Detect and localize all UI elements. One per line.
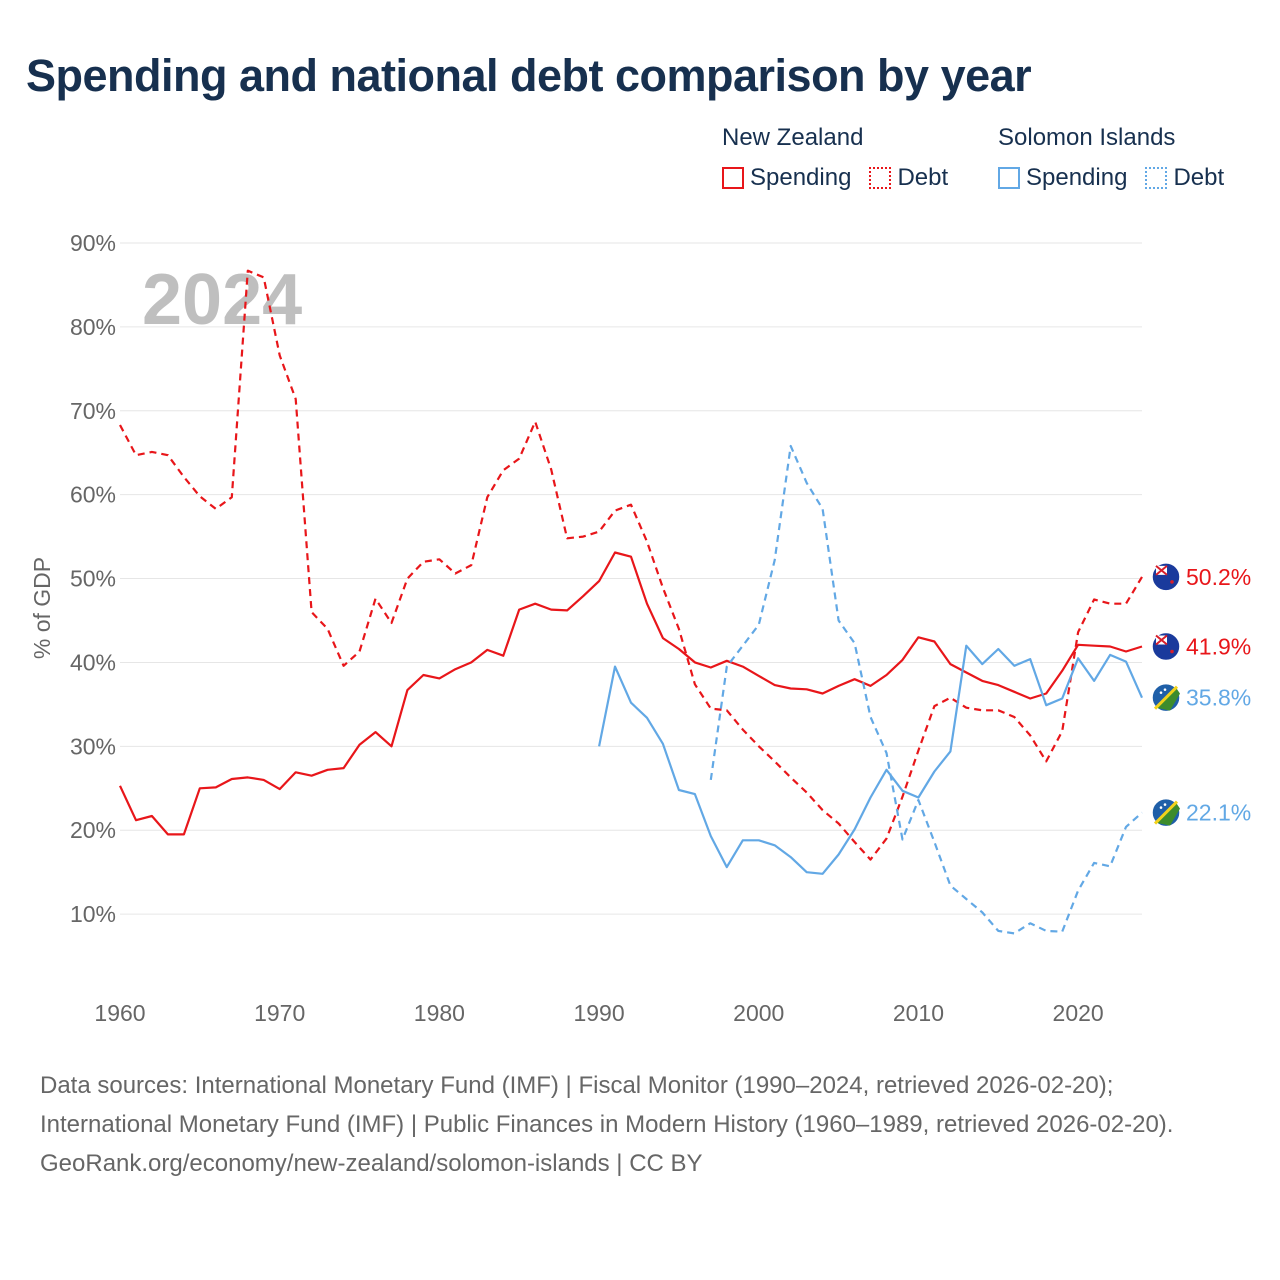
star-icon [1163,803,1167,806]
end-value-label: 22.1% [1186,800,1251,826]
y-tick-label: 30% [70,733,116,759]
solomon-green-field-icon [1156,687,1180,711]
solomon-stripe-icon [1153,800,1179,825]
legend-item-nz-debt[interactable]: Debt [869,164,948,192]
x-tick-label: 2020 [1053,1000,1104,1026]
x-tick-label: 1990 [573,1000,624,1026]
series-line-new-zealand-spending [119,551,1143,836]
union-jack-icon [1155,634,1168,646]
watermark-year: 2024 [142,260,302,340]
legend-item-nz-spending[interactable]: Spending [722,164,851,192]
end-value-label: 50.2% [1186,564,1251,590]
legend-country-label: Solomon Islands [998,124,1176,151]
series-line-solomon-islands-spending [598,644,1144,875]
line-chart: 10% 20% 30% 40% 50% 60% 70% 80% 90% 1960 1970 1980 1… [29,230,1251,1026]
end-value-label: 41.9% [1186,634,1251,660]
solomon-stripe-icon [1153,685,1179,710]
x-tick-label: 2000 [733,1000,784,1026]
end-value-label: 35.8% [1186,685,1251,711]
solid-swatch-icon [998,167,1020,189]
y-axis-label: % of GDP [29,557,55,659]
x-tick-label: 1960 [94,1000,145,1026]
legend-label: Spending [750,164,852,191]
footer: Data sources: International Monetary Fun… [40,1066,1240,1183]
solid-swatch-icon [722,167,744,189]
legend-item-si-debt[interactable]: Debt [1145,164,1224,192]
legend-label: Debt [1173,164,1225,191]
union-jack-icon [1155,565,1168,576]
y-tick-label: 60% [70,482,116,508]
legend-country-label: New Zealand [722,124,864,151]
series-line-new-zealand-debt [119,269,1143,861]
y-tick-label: 50% [70,566,116,592]
y-tick-label: 80% [70,314,116,340]
dotted-swatch-icon [1145,167,1168,189]
y-tick-label: 40% [70,649,116,675]
y-tick-label: 20% [70,817,116,843]
series-line-solomon-islands-debt [709,444,1143,935]
credit-text: GeoRank.org/economy/new-zealand/solomon-… [40,1150,703,1177]
legend-solomon-islands: Solomon Islands Spending Debt [998,124,1224,192]
star-icon [1170,649,1174,654]
star-icon [1159,691,1163,694]
star-icon [1170,580,1174,584]
chart-title: Spending and national debt comparison by… [26,50,1032,101]
x-tick-label: 2010 [893,1000,944,1026]
x-tick-label: 1980 [414,1000,465,1026]
y-tick-label: 10% [70,901,116,927]
star-icon [1163,688,1167,691]
x-tick-label: 1970 [254,1000,305,1026]
legend-new-zealand: New Zealand Spending Debt [722,124,966,192]
legend-label: Debt [897,164,949,191]
data-sources-text: Data sources: International Monetary Fun… [40,1072,1174,1138]
solomon-green-field-icon [1156,802,1180,826]
star-icon [1159,806,1163,809]
y-tick-label: 90% [70,230,116,256]
y-tick-label: 70% [70,398,116,424]
dotted-swatch-icon [869,167,892,189]
legend-label: Spending [1026,164,1128,191]
legend-item-si-spending[interactable]: Spending [998,164,1127,192]
